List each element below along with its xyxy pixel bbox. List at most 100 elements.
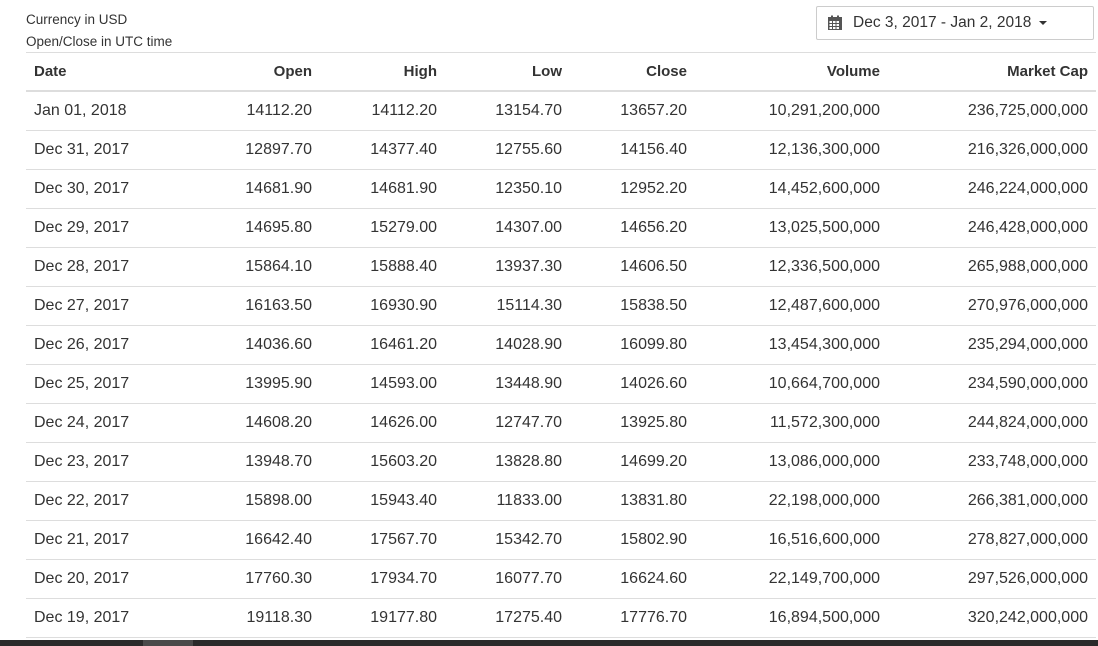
cell-high: 14112.20 <box>320 91 445 131</box>
cell-high: 14377.40 <box>320 130 445 170</box>
cell-date: Dec 24, 2017 <box>26 403 166 443</box>
table-row: Dec 31, 2017 12897.70 14377.40 12755.60 1415… <box>26 130 1096 170</box>
cell-high: 17567.70 <box>320 520 445 560</box>
table-row: Dec 20, 2017 17760.30 17934.70 16077.70 1662… <box>26 559 1096 599</box>
cell-open: 13948.70 <box>166 442 320 482</box>
cell-low: 13828.80 <box>445 442 570 482</box>
cell-open: 14112.20 <box>166 91 320 131</box>
cell-low: 11833.00 <box>445 481 570 521</box>
cell-open: 13995.90 <box>166 364 320 404</box>
cell-low: 13937.30 <box>445 247 570 287</box>
cell-close: 14699.20 <box>570 442 695 482</box>
cell-high: 14626.00 <box>320 403 445 443</box>
cell-high: 17934.70 <box>320 559 445 599</box>
table-row: Dec 21, 2017 16642.40 17567.70 15342.70 1580… <box>26 520 1096 560</box>
scrollbar-thumb[interactable] <box>143 640 193 646</box>
cell-date: Dec 21, 2017 <box>26 520 166 560</box>
cell-open: 17760.30 <box>166 559 320 599</box>
cell-high: 14681.90 <box>320 169 445 209</box>
table-row: Dec 27, 2017 16163.50 16930.90 15114.30 1583… <box>26 286 1096 326</box>
column-header-market-cap[interactable]: Market Cap <box>888 53 1096 92</box>
cell-market-cap: 266,381,000,000 <box>888 481 1096 521</box>
cell-volume: 14,452,600,000 <box>695 169 888 209</box>
cell-low: 15342.70 <box>445 520 570 560</box>
cell-close: 14606.50 <box>570 247 695 287</box>
cell-close: 14156.40 <box>570 130 695 170</box>
cell-market-cap: 297,526,000,000 <box>888 559 1096 599</box>
cell-close: 13831.80 <box>570 481 695 521</box>
column-header-low[interactable]: Low <box>445 53 570 92</box>
cell-open: 19118.30 <box>166 598 320 638</box>
horizontal-scrollbar[interactable] <box>0 640 1098 646</box>
column-header-date[interactable]: Date <box>26 53 166 92</box>
cell-open: 16642.40 <box>166 520 320 560</box>
cell-low: 17275.40 <box>445 598 570 638</box>
cell-date: Dec 20, 2017 <box>26 559 166 599</box>
cell-low: 13448.90 <box>445 364 570 404</box>
cell-market-cap: 235,294,000,000 <box>888 325 1096 365</box>
cell-open: 15898.00 <box>166 481 320 521</box>
cell-close: 15802.90 <box>570 520 695 560</box>
caret-down-icon <box>1039 21 1048 25</box>
cell-volume: 16,516,600,000 <box>695 520 888 560</box>
date-range-picker[interactable]: Dec 3, 2017 - Jan 2, 2018 <box>816 6 1094 40</box>
cell-low: 13154.70 <box>445 91 570 131</box>
cell-volume: 22,198,000,000 <box>695 481 888 521</box>
cell-open: 16163.50 <box>166 286 320 326</box>
table-row: Jan 01, 2018 14112.20 14112.20 13154.70 1365… <box>26 91 1096 131</box>
cell-close: 14656.20 <box>570 208 695 248</box>
column-header-close[interactable]: Close <box>570 53 695 92</box>
cell-high: 19177.80 <box>320 598 445 638</box>
cell-volume: 12,487,600,000 <box>695 286 888 326</box>
cell-date: Dec 28, 2017 <box>26 247 166 287</box>
cell-close: 13657.20 <box>570 91 695 131</box>
cell-market-cap: 246,428,000,000 <box>888 208 1096 248</box>
cell-date: Dec 27, 2017 <box>26 286 166 326</box>
column-header-volume[interactable]: Volume <box>695 53 888 92</box>
cell-date: Dec 30, 2017 <box>26 169 166 209</box>
table-row: Dec 22, 2017 15898.00 15943.40 11833.00 1383… <box>26 481 1096 521</box>
currency-note: Currency in USD <box>26 12 128 27</box>
cell-volume: 10,291,200,000 <box>695 91 888 131</box>
timezone-note: Open/Close in UTC time <box>26 34 173 49</box>
historical-data-table: Date Open High Low Close Volume Market C… <box>26 53 1096 638</box>
cell-high: 15888.40 <box>320 247 445 287</box>
cell-date: Dec 25, 2017 <box>26 364 166 404</box>
date-range-label: Dec 3, 2017 - Jan 2, 2018 <box>853 14 1032 31</box>
cell-market-cap: 233,748,000,000 <box>888 442 1096 482</box>
cell-high: 15279.00 <box>320 208 445 248</box>
cell-close: 17776.70 <box>570 598 695 638</box>
cell-date: Dec 19, 2017 <box>26 598 166 638</box>
cell-close: 12952.20 <box>570 169 695 209</box>
cell-high: 15943.40 <box>320 481 445 521</box>
cell-high: 15603.20 <box>320 442 445 482</box>
cell-high: 16930.90 <box>320 286 445 326</box>
column-header-open[interactable]: Open <box>166 53 320 92</box>
cell-date: Dec 22, 2017 <box>26 481 166 521</box>
table-row: Dec 26, 2017 14036.60 16461.20 14028.90 1609… <box>26 325 1096 365</box>
cell-close: 13925.80 <box>570 403 695 443</box>
cell-date: Jan 01, 2018 <box>26 91 166 131</box>
cell-volume: 13,086,000,000 <box>695 442 888 482</box>
table-info: Currency in USD Open/Close in UTC time <box>26 9 172 53</box>
cell-volume: 13,454,300,000 <box>695 325 888 365</box>
cell-low: 16077.70 <box>445 559 570 599</box>
cell-close: 14026.60 <box>570 364 695 404</box>
cell-date: Dec 31, 2017 <box>26 130 166 170</box>
cell-date: Dec 23, 2017 <box>26 442 166 482</box>
table-row: Dec 23, 2017 13948.70 15603.20 13828.80 1469… <box>26 442 1096 482</box>
table-row: Dec 24, 2017 14608.20 14626.00 12747.70 1392… <box>26 403 1096 443</box>
cell-volume: 10,664,700,000 <box>695 364 888 404</box>
cell-market-cap: 246,224,000,000 <box>888 169 1096 209</box>
cell-open: 14036.60 <box>166 325 320 365</box>
table-row: Dec 29, 2017 14695.80 15279.00 14307.00 1465… <box>26 208 1096 248</box>
cell-market-cap: 234,590,000,000 <box>888 364 1096 404</box>
cell-low: 14028.90 <box>445 325 570 365</box>
cell-market-cap: 270,976,000,000 <box>888 286 1096 326</box>
cell-open: 14681.90 <box>166 169 320 209</box>
column-header-high[interactable]: High <box>320 53 445 92</box>
calendar-icon <box>827 15 843 31</box>
cell-close: 16624.60 <box>570 559 695 599</box>
cell-market-cap: 320,242,000,000 <box>888 598 1096 638</box>
table-row: Dec 28, 2017 15864.10 15888.40 13937.30 1460… <box>26 247 1096 287</box>
